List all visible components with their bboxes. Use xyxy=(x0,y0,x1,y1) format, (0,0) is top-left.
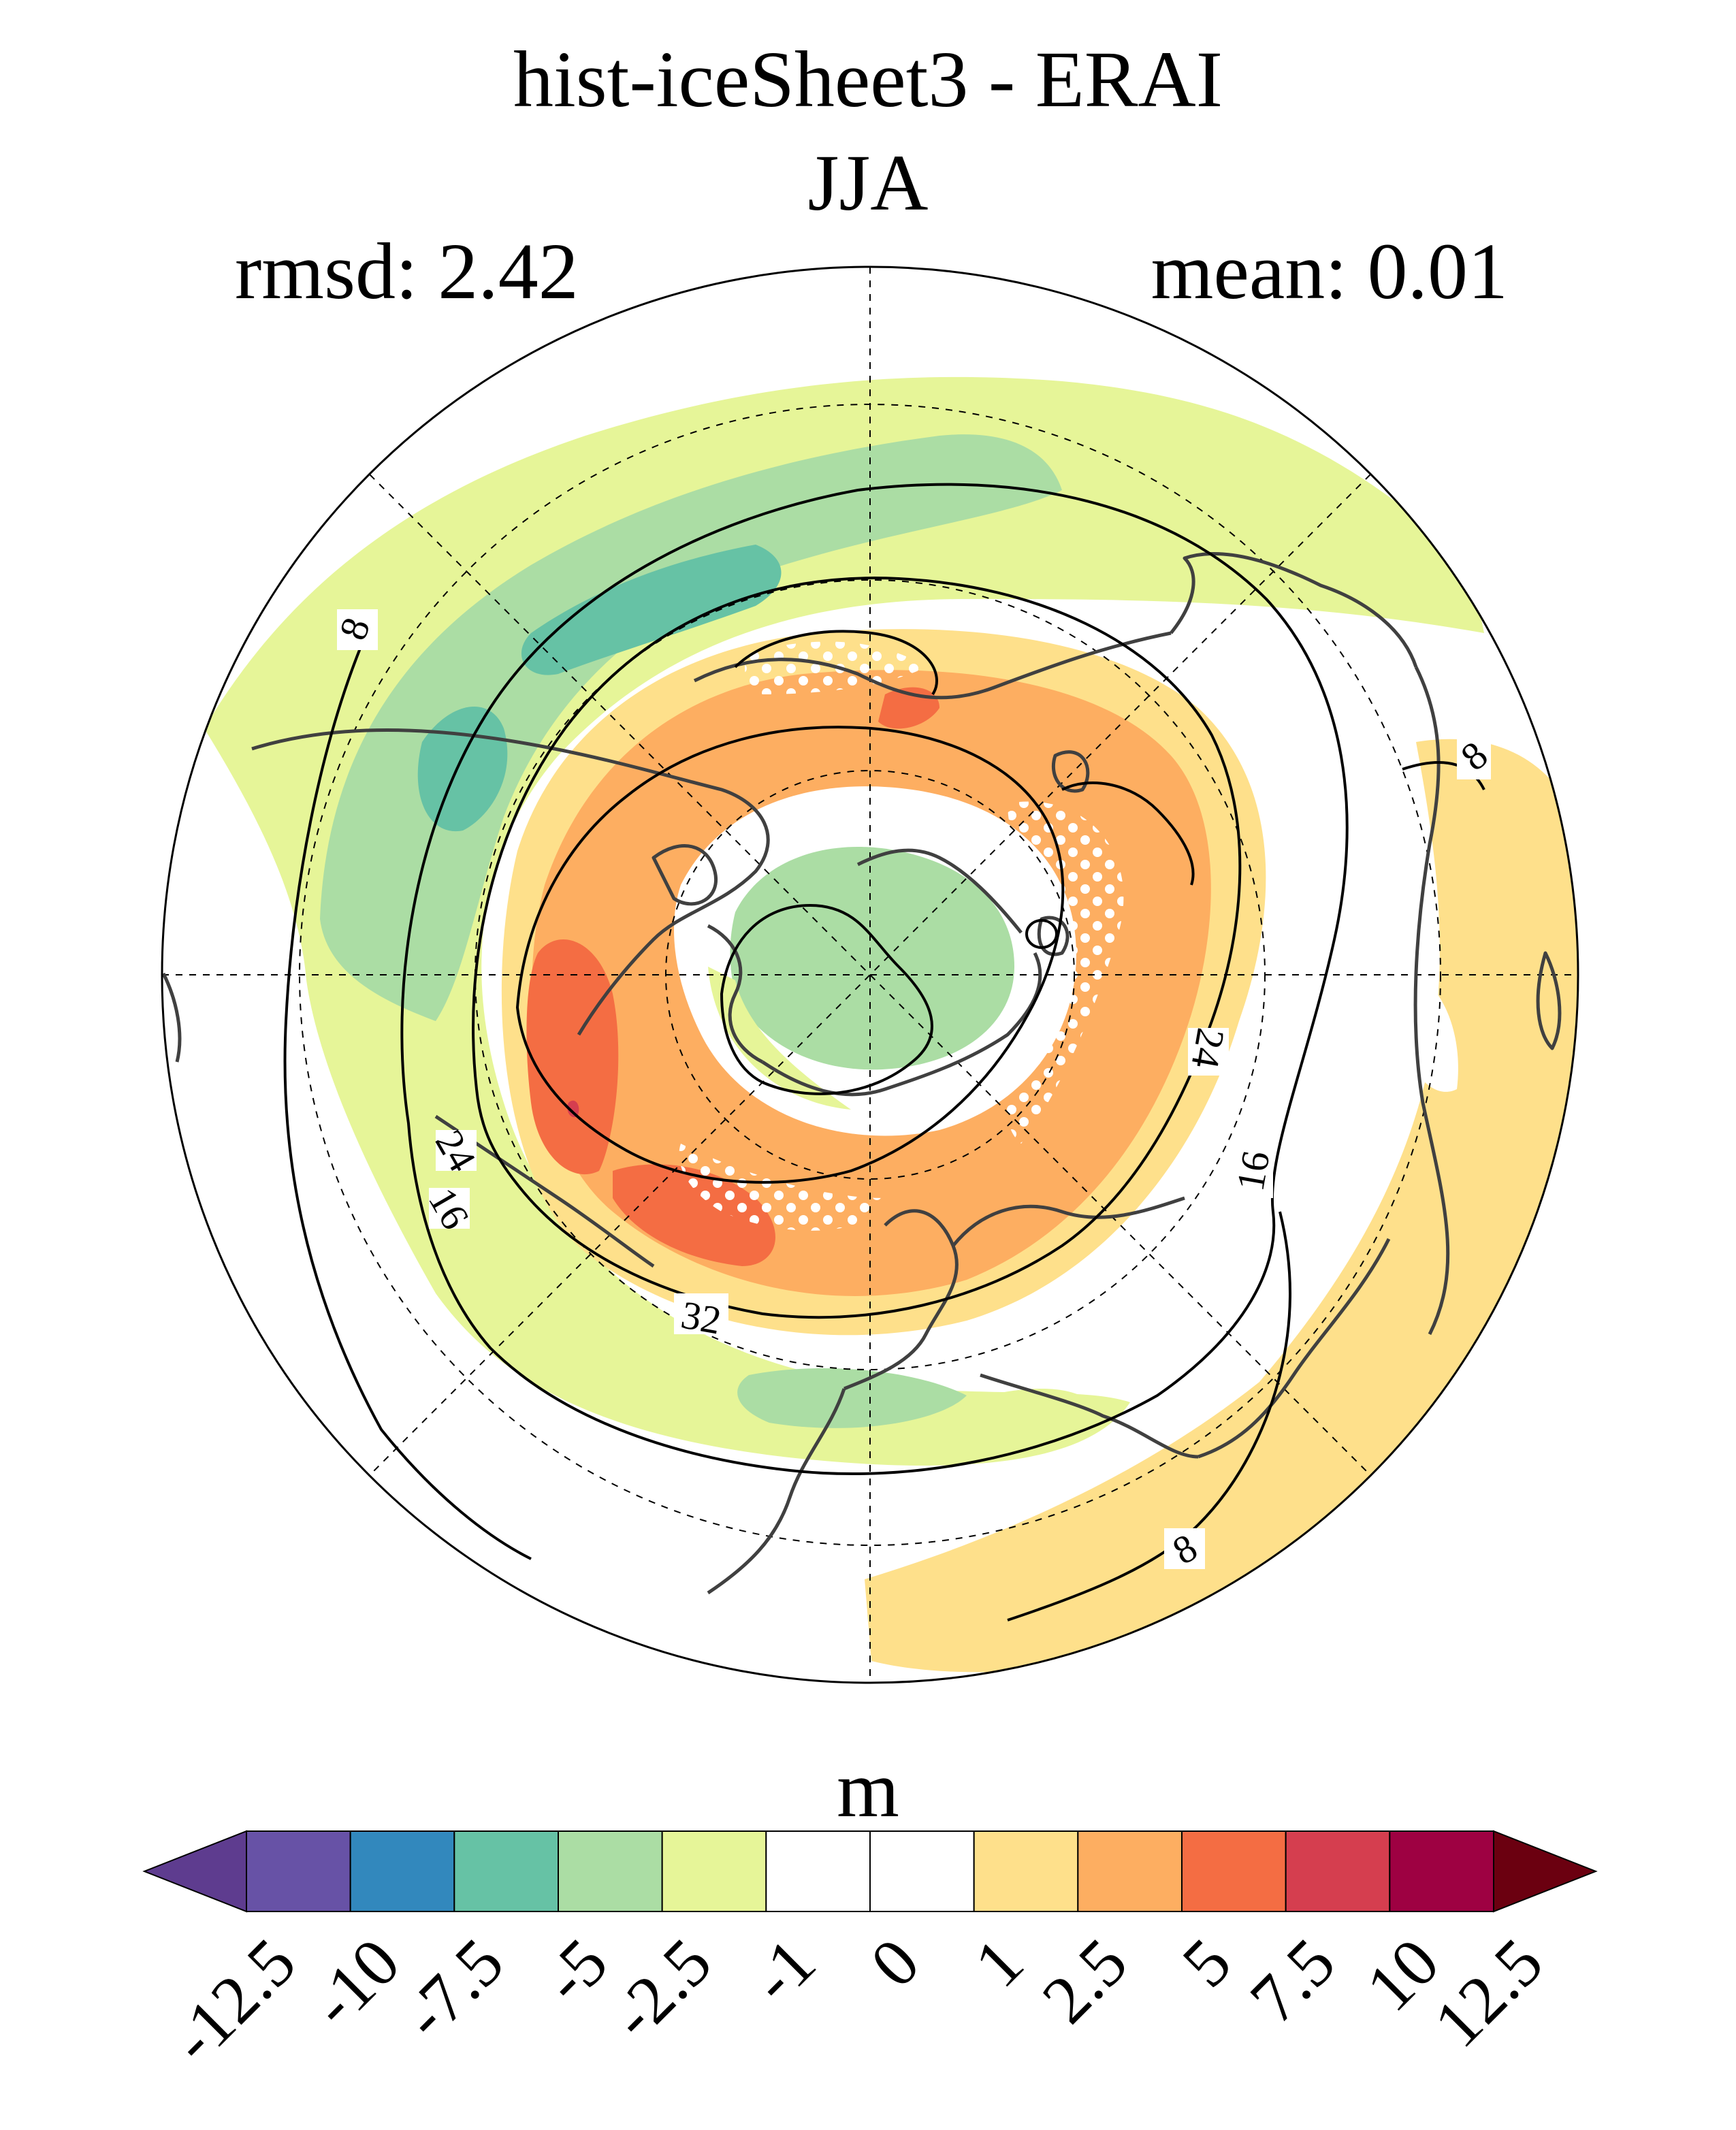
colorbar-box xyxy=(246,1830,351,1912)
contour-south-8 xyxy=(1007,1211,1291,1621)
contour-label: 16 xyxy=(1227,1148,1278,1194)
graticule xyxy=(162,267,1578,1683)
colorbar-tick-label: 7.5 xyxy=(1236,1924,1349,2037)
mean-label: mean: 0.01 xyxy=(1151,227,1508,316)
colorbar-tick-label: 1 xyxy=(960,1924,1038,2001)
colorbar-tick-label: -12.5 xyxy=(157,1924,310,2078)
green-south-core xyxy=(737,1368,967,1428)
map-field: 8 16 24 32 24 16 8 8 xyxy=(162,267,1578,1683)
colorbar-tick-label: 12.5 xyxy=(1419,1924,1557,2061)
colorbar-tick-label: -7.5 xyxy=(388,1924,517,2053)
colorbar-tick-label: -1 xyxy=(736,1924,829,2017)
contour-label: 24 xyxy=(1183,1025,1233,1071)
colorbar-extend-low xyxy=(142,1830,247,1913)
title-line-2: JJA xyxy=(807,138,929,227)
contour-east-8 xyxy=(1402,761,1485,790)
colorbar-box xyxy=(1285,1830,1391,1912)
colorbar-tick-label: 5 xyxy=(1168,1924,1245,2001)
contour-8-west xyxy=(283,646,532,1560)
colorbar-box xyxy=(558,1830,663,1912)
contour-16 xyxy=(400,483,1349,1476)
colorbar-tick-label: 2.5 xyxy=(1028,1924,1142,2037)
colorbar-tick-label: -2.5 xyxy=(596,1924,726,2053)
colorbar-extend-high xyxy=(1493,1830,1598,1913)
colorbar-box xyxy=(661,1830,767,1912)
colorbar-box xyxy=(1389,1830,1495,1912)
contour-label-group: 8 16 24 32 24 16 8 8 xyxy=(330,609,1496,1573)
inner-green xyxy=(730,847,1014,1070)
colorbar-box xyxy=(349,1830,455,1912)
colorbar-unit: m xyxy=(837,1745,899,1834)
contour-32 xyxy=(515,726,1065,1184)
title-line-1: hist-iceSheet3 - ERAI xyxy=(513,35,1223,124)
colorbar-box xyxy=(1181,1830,1287,1912)
colorbar-box xyxy=(453,1830,559,1912)
contour-inner xyxy=(720,903,933,1095)
colorbar-tick-label: -10 xyxy=(296,1924,414,2042)
rmsd-label: rmsd: 2.42 xyxy=(235,227,579,316)
white-gap-east xyxy=(1396,967,1458,1092)
green-core-1 xyxy=(521,545,782,675)
height-contours xyxy=(283,483,1485,1621)
contour-24 xyxy=(472,577,1242,1319)
colorbar-box xyxy=(765,1830,871,1912)
colorbar-box xyxy=(869,1830,975,1912)
colorbar-tick-label: 0 xyxy=(856,1924,933,2001)
colorbar-box xyxy=(973,1830,1079,1912)
red-core-1 xyxy=(526,939,619,1175)
stipple-region-1 xyxy=(1006,801,1124,1144)
stipple-region-2 xyxy=(679,1144,885,1231)
darkred-spot xyxy=(567,1100,579,1118)
contour-label: 32 xyxy=(678,1292,724,1342)
colorbar-box xyxy=(1077,1830,1183,1912)
